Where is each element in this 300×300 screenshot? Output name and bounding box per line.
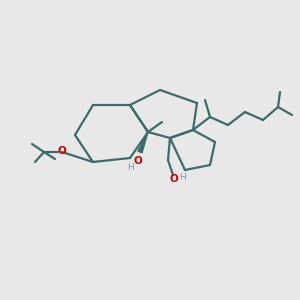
Polygon shape: [138, 132, 148, 153]
Text: O: O: [169, 174, 178, 184]
Text: H: H: [127, 164, 134, 172]
Text: H: H: [178, 172, 185, 182]
Text: O: O: [58, 146, 66, 156]
Text: O: O: [134, 156, 142, 166]
